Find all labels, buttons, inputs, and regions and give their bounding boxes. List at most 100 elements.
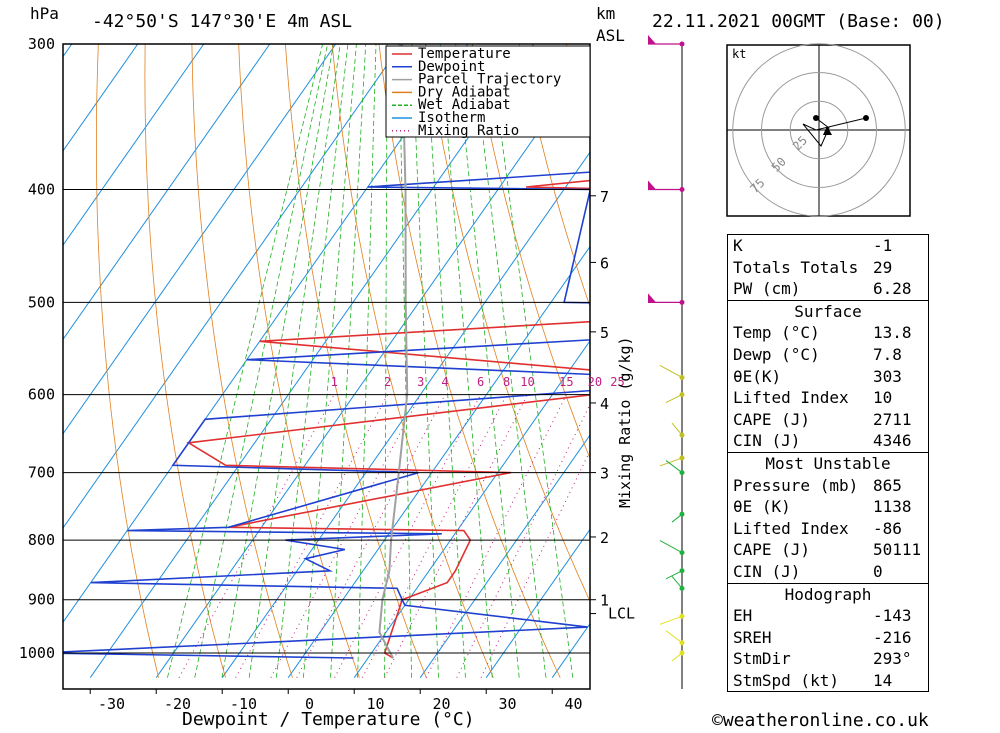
mixing-ratio-tick-label: 15 [559,375,573,389]
legend-box [385,45,591,138]
wet-adiabat-line [384,44,388,678]
wind-barb [665,570,683,580]
legend-label: Isotherm [418,110,485,126]
index-key: CAPE (J) [733,540,811,560]
index-value: -1 [873,236,893,255]
mixing-ratio-line [425,394,567,678]
km-tick-label: 3 [600,465,609,483]
hpa-axis-label: hPa [30,4,59,23]
parcel-trajectory [378,44,409,659]
mixing-ratio-tick-label: 25 [610,375,624,389]
hodograph-ring [732,43,906,217]
wind-barb [659,365,683,378]
storm-motion-marker [823,126,832,135]
wet-adiabat-line [194,44,328,678]
dry-adiabat-line [987,44,1000,678]
mixing-ratio-tick-label: 4 [441,375,448,389]
wet-adiabat-line [425,44,466,678]
wet-adiabat-line [488,44,574,678]
index-key: Lifted Index [733,388,849,408]
dry-adiabat-line [518,44,590,308]
isotherm-line [63,44,469,624]
wet-adiabat-line [357,44,377,678]
dry-adiabat-line [331,44,494,678]
index-value: 50111 [873,540,922,560]
wind-barb [665,460,683,473]
legend-label: Parcel Trajectory [418,72,561,88]
wind-barb [671,576,683,589]
pressure-tick-label: 1000 [19,644,55,662]
dry-adiabat-line [425,44,590,603]
index-key: CIN (J) [733,431,801,451]
isotherm-line [89,44,535,678]
wind-barb [665,630,683,644]
index-value: 14 [873,670,893,690]
temperature-tick-label: 30 [498,695,516,713]
dry-adiabat-line [96,44,159,678]
wet-adiabat-line [330,44,367,678]
temperature-tick-label: -30 [98,695,125,713]
index-key: Temp (°C) [733,323,820,343]
legend-label: Mixing Ratio [418,123,519,139]
dry-adiabat-line [238,44,360,678]
credit-link[interactable]: ©weatheronline.co.uk [712,710,929,731]
index-value: 7.8 [873,344,902,364]
dry-adiabat-line [940,44,1000,678]
index-key: PW (cm) [733,279,801,299]
plot-frame [62,43,591,690]
indices-panel: K -1 Totals Totals 29 PW (cm) 6.28 Surface … [727,234,929,693]
mixing-ratio-line [384,394,528,678]
temperature-tick-label: 0 [305,695,314,713]
mixing-ratio-tick-label: 8 [503,375,510,389]
temperature-tick-label: 10 [366,695,384,713]
index-key: EH [733,606,753,626]
plot-area [63,44,1000,678]
index-value: 865 [873,475,902,495]
index-value: -86 [873,518,902,538]
mixing-ratio-tick-label: 20 [588,375,602,389]
pressure-tick-label: 400 [28,181,55,199]
km-label: km [596,4,616,23]
legend-label: Dry Adiabat [418,84,511,100]
hodograph-ring [761,72,877,188]
km-tick-label: 6 [600,254,609,272]
index-value: 29 [873,257,893,277]
dry-adiabat-line [378,44,561,678]
index-key: StmSpd (kt) [733,670,839,690]
temperature-tick-label: -10 [230,695,257,713]
wind-barb-flag [648,293,656,303]
isotherm-line [63,44,205,247]
index-value: 0 [873,561,883,581]
mixing-ratio-line [361,394,508,678]
index-key: Dewp (°C) [733,344,820,364]
hodograph-trace [802,117,867,147]
x-axis-title: Dewpoint / Temperature (°C) [182,709,475,730]
wind-barb-flag [648,180,656,190]
lcl-label: LCL [608,605,635,623]
km-tick-label: 5 [600,324,609,342]
isotherm-line [63,44,139,152]
pressure-tick-label: 300 [28,35,55,53]
wet-adiabat-line [167,44,323,678]
wet-adiabat-line [398,44,412,678]
index-value: 1138 [873,497,912,517]
isotherm-line [155,57,590,678]
isotherm-line [63,44,337,435]
legend-label: Temperature [418,46,511,62]
index-key: Totals Totals [733,257,859,277]
location-title: -42°50'S 147°30'E 4m ASL [92,11,353,32]
hodograph-point [863,115,869,121]
wind-barb [659,540,683,554]
dry-adiabat-line [285,44,427,678]
temperature-tick-label: -20 [164,695,191,713]
index-key: θE (K) [733,497,791,517]
isotherm-line [353,339,590,678]
surface-section-title: Surface [728,299,928,323]
index-value: 303 [873,366,902,386]
wet-adiabat-line [411,44,439,678]
index-key: θE(K) [733,366,782,386]
index-key: SREH [733,627,772,647]
km-tick-label: 1 [600,592,609,610]
hodograph-ring [789,100,849,160]
